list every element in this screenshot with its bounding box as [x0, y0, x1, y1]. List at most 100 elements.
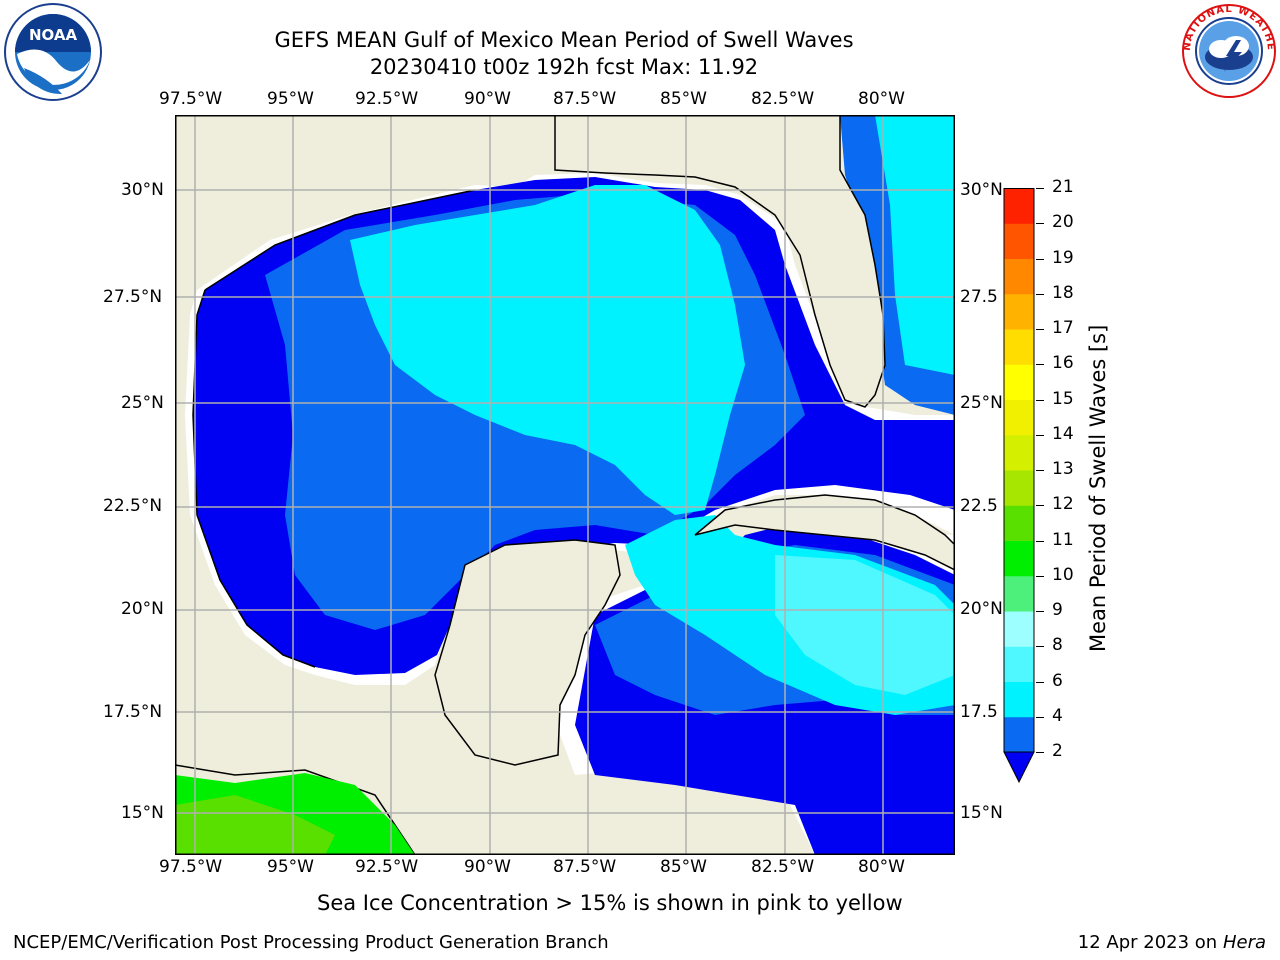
colorbar-tick-mark — [1036, 540, 1044, 542]
yucatan-land — [434, 539, 621, 766]
cuba-land — [694, 494, 955, 571]
colorbar-tick-mark — [1036, 258, 1044, 260]
pacific-contour-11-12 — [175, 795, 335, 855]
colorbar-tick-mark — [1036, 223, 1044, 225]
lon-tick-bottom: 82.5°W — [751, 857, 815, 877]
caribbean-contour-6-8 — [775, 555, 955, 695]
lon-tick-top: 85°W — [660, 89, 707, 109]
lon-tick-top: 90°W — [464, 89, 511, 109]
colorbar-tick-mark — [1036, 716, 1044, 718]
sea-ice-note: Sea Ice Concentration > 15% is shown in … — [317, 891, 903, 915]
lon-tick-top: 80°W — [858, 89, 905, 109]
colorbar-swatch — [1004, 188, 1034, 224]
lat-tick-left: 20°N — [121, 599, 164, 619]
colorbar-tick-label: 12 — [1052, 494, 1074, 515]
colorbar-tick-mark — [1036, 646, 1044, 648]
florida-land — [554, 115, 886, 408]
lon-tick-bottom: 90°W — [464, 857, 511, 877]
lon-tick-bottom: 97.5°W — [159, 857, 223, 877]
colorbar-tick-label: 2 — [1052, 741, 1063, 761]
colorbar-swatch — [1004, 258, 1034, 295]
colorbar-tick-mark — [1036, 681, 1044, 683]
colorbar-swatch — [1004, 434, 1034, 471]
colorbar-tick-label: 19 — [1052, 247, 1074, 268]
gulf-map — [175, 115, 955, 855]
lon-tick-top: 92.5°W — [355, 89, 419, 109]
svg-text:NOAA: NOAA — [29, 26, 78, 44]
colorbar-swatch — [1004, 716, 1034, 753]
colorbar-tick-mark — [1036, 188, 1044, 189]
northern-coastline — [204, 189, 476, 291]
lon-tick-bottom: 95°W — [267, 857, 314, 877]
colorbar-tick-label: 8 — [1052, 635, 1063, 656]
lon-tick-top: 87.5°W — [553, 89, 617, 109]
noaa-logo: NOAA — [4, 3, 102, 101]
colorbar-title: Mean Period of Swell Waves [s] — [1086, 324, 1110, 652]
colorbar-swatch — [1004, 223, 1034, 259]
colorbar-tick-label: 20 — [1052, 212, 1074, 233]
lat-tick-left: 22.5°N — [103, 496, 163, 516]
colorbar-tick-mark — [1036, 329, 1044, 330]
graticule — [175, 115, 955, 855]
atlantic-contour-4-6 — [875, 115, 955, 375]
lat-tick-right: 30°N — [960, 180, 1003, 200]
map-subtitle: 20230410 t00z 192h fcst Max: 11.92 — [369, 55, 759, 79]
western-coastline — [192, 289, 316, 668]
colorbar-tick-label: 11 — [1052, 529, 1074, 550]
colorbar-swatch — [1004, 681, 1034, 718]
colorbar-tick-mark — [1036, 575, 1044, 577]
lon-tick-top: 82.5°W — [751, 89, 815, 109]
lat-tick-right: 17.5 — [960, 702, 998, 722]
colorbar-tick-mark — [1036, 611, 1044, 612]
colorbar-swatch — [1004, 329, 1034, 365]
colorbar-swatch — [1004, 505, 1034, 541]
colorbar-tick-label: 18 — [1052, 282, 1074, 303]
colorbar-tick-mark — [1036, 434, 1044, 436]
colorbar-tick-label: 4 — [1052, 705, 1063, 726]
colorbar-tick-mark — [1036, 364, 1044, 366]
lat-tick-left: 30°N — [121, 180, 164, 200]
colorbar-swatch — [1004, 646, 1034, 682]
footer-date: 12 Apr 2023 on Hera — [1078, 932, 1266, 953]
colorbar-tick-label: 21 — [1052, 177, 1074, 197]
colorbar-swatch — [1004, 470, 1034, 506]
colorbar-tick-mark — [1036, 399, 1044, 401]
lat-tick-left: 15°N — [121, 803, 164, 823]
colorbar-tick-label: 13 — [1052, 459, 1074, 479]
lat-tick-right: 15°N — [960, 803, 1003, 823]
lat-tick-left: 27.5°N — [103, 287, 163, 307]
colorbar-swatch — [1004, 293, 1034, 330]
colorbar-tick-label: 9 — [1052, 600, 1063, 620]
lon-tick-bottom: 85°W — [660, 857, 707, 877]
colorbar-swatch — [1004, 611, 1034, 647]
colorbar-tick-mark — [1036, 752, 1044, 753]
lon-tick-bottom: 80°W — [858, 857, 905, 877]
footer-date-text: 12 Apr 2023 on — [1077, 932, 1223, 953]
colorbar-tick-label: 17 — [1052, 318, 1074, 338]
colorbar-tick-label: 6 — [1052, 670, 1063, 691]
colorbar-swatch — [1004, 575, 1034, 612]
lon-tick-bottom: 92.5°W — [355, 857, 419, 877]
lat-tick-right: 22.5 — [960, 496, 998, 516]
lon-tick-top: 97.5°W — [159, 89, 223, 109]
colorbar-tick-label: 16 — [1052, 353, 1074, 374]
colorbar-tick-mark — [1036, 470, 1044, 471]
footer-host: Hera — [1222, 932, 1266, 953]
colorbar-swatch — [1004, 364, 1034, 400]
colorbar-tick-label: 15 — [1052, 388, 1074, 409]
colorbar-tick-label: 10 — [1052, 564, 1074, 585]
map-frame — [175, 115, 955, 855]
footer-branch: NCEP/EMC/Verification Post Processing Pr… — [13, 932, 609, 953]
lon-tick-top: 95°W — [267, 89, 314, 109]
lat-tick-right: 25°N — [960, 393, 1003, 413]
colorbar — [1003, 188, 1035, 784]
colorbar-swatch — [1004, 540, 1034, 577]
map-title: GEFS MEAN Gulf of Mexico Mean Period of … — [274, 28, 854, 52]
colorbar-under-arrow — [1003, 751, 1035, 784]
lat-tick-right: 27.5 — [960, 287, 998, 307]
colorbar-swatch — [1004, 399, 1034, 436]
lat-tick-right: 20°N — [960, 599, 1003, 619]
colorbar-frame — [1003, 188, 1035, 753]
colorbar-tick-mark — [1036, 293, 1044, 295]
swell-contour-4-6 — [350, 185, 745, 515]
